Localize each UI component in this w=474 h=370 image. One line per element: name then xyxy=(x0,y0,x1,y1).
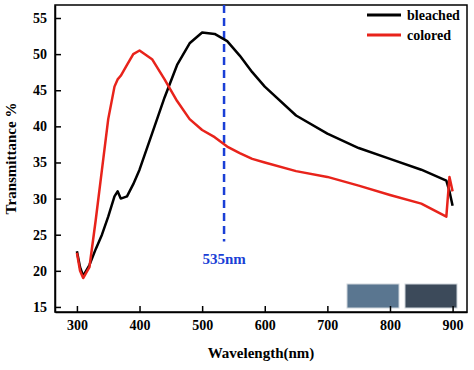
x-axis-line xyxy=(56,312,468,314)
y-tick-mark xyxy=(55,307,61,309)
y-axis: 15 20 25 30 35 40 45 50 55 xyxy=(33,6,61,315)
legend-swatch xyxy=(367,14,401,17)
x-tick-mark xyxy=(77,306,79,312)
y-axis-line xyxy=(55,6,57,313)
y-tick-label: 55 xyxy=(33,11,47,26)
y-tick-mark xyxy=(55,54,61,56)
y-tick-label: 25 xyxy=(33,228,47,243)
x-tick: 300 xyxy=(67,306,88,333)
plot-area: 300 400 500 600 700 800 900 15 20 25 30 35 40 45 50 55 5… xyxy=(33,5,468,333)
y-tick-mark xyxy=(55,198,61,200)
series-line xyxy=(77,51,453,279)
x-tick-label: 500 xyxy=(192,318,213,333)
y-tick-label: 15 xyxy=(33,300,47,315)
y-tick-label: 45 xyxy=(33,83,47,98)
y-axis-title: Transmittance % xyxy=(3,103,19,215)
x-tick: 700 xyxy=(317,306,338,333)
legend-label: bleached xyxy=(407,8,460,23)
y-tick: 55 xyxy=(33,11,61,26)
x-tick-label: 400 xyxy=(130,318,151,333)
plot-frame xyxy=(55,5,467,312)
marks xyxy=(77,5,453,278)
x-tick-label: 700 xyxy=(317,318,338,333)
inset-photo xyxy=(347,284,399,308)
x-axis: 300 400 500 600 700 800 900 xyxy=(56,306,468,333)
y-tick-mark xyxy=(55,234,61,236)
inset-photos xyxy=(347,284,457,308)
x-tick-label: 600 xyxy=(255,318,276,333)
y-tick-mark xyxy=(55,90,61,92)
x-tick-label: 300 xyxy=(67,318,88,333)
y-tick-mark xyxy=(55,18,61,20)
y-tick-label: 35 xyxy=(33,155,47,170)
inset-photo xyxy=(405,284,457,308)
y-tick: 20 xyxy=(33,264,61,279)
y-tick-mark xyxy=(55,271,61,273)
x-axis-title: Wavelength(nm) xyxy=(208,345,315,362)
x-tick-mark xyxy=(202,306,204,312)
legend-label: colored xyxy=(407,28,451,43)
x-tick: 400 xyxy=(130,306,151,333)
y-tick: 50 xyxy=(33,47,61,62)
y-tick-mark xyxy=(55,126,61,128)
y-tick: 30 xyxy=(33,192,61,207)
y-tick-label: 20 xyxy=(33,264,47,279)
x-tick: 900 xyxy=(443,306,464,333)
x-tick-mark xyxy=(327,306,329,312)
y-tick: 45 xyxy=(33,83,61,98)
x-tick-mark xyxy=(390,306,392,312)
x-tick-label: 800 xyxy=(380,318,401,333)
x-tick-label: 900 xyxy=(443,318,464,333)
x-tick: 800 xyxy=(380,306,401,333)
y-tick: 15 xyxy=(33,300,61,315)
y-tick: 25 xyxy=(33,228,61,243)
annotation-label: 535nm xyxy=(202,251,246,267)
y-tick-mark xyxy=(55,162,61,164)
x-tick: 600 xyxy=(255,306,276,333)
y-tick-label: 50 xyxy=(33,47,47,62)
y-tick: 40 xyxy=(33,119,61,134)
legend-swatch xyxy=(367,34,401,37)
series-line xyxy=(77,32,453,275)
x-tick-mark xyxy=(452,306,454,312)
x-tick: 500 xyxy=(192,306,213,333)
x-tick-mark xyxy=(265,306,267,312)
legend: bleached colored xyxy=(367,8,460,43)
x-tick-mark xyxy=(139,306,141,312)
chart: 300 400 500 600 700 800 900 15 20 25 30 35 40 45 50 55 5… xyxy=(0,0,474,370)
y-tick-label: 30 xyxy=(33,192,47,207)
y-tick-label: 40 xyxy=(33,119,47,134)
y-tick: 35 xyxy=(33,155,61,170)
